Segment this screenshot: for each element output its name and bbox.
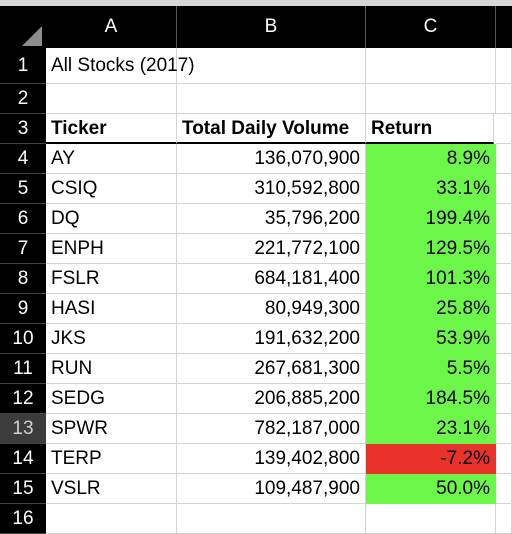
cell-volume[interactable]: 109,487,900	[177, 474, 366, 504]
column-header-b[interactable]: B	[177, 6, 366, 48]
cell-return[interactable]: -7.2%	[366, 444, 496, 474]
cell-d3[interactable]	[496, 114, 512, 144]
row-header-11[interactable]: 11	[0, 354, 46, 384]
select-all-corner[interactable]	[0, 6, 46, 48]
cell-c1[interactable]	[366, 48, 496, 84]
cell-return[interactable]: 5.5%	[366, 354, 496, 384]
row-header-13[interactable]: 13	[0, 414, 46, 444]
cell-d16[interactable]	[496, 504, 512, 534]
cell-ticker[interactable]: VSLR	[46, 474, 177, 504]
cell-volume[interactable]: 221,772,100	[177, 234, 366, 264]
cell-volume[interactable]: 206,885,200	[177, 384, 366, 414]
cell-c2[interactable]	[366, 84, 496, 114]
cell-ticker[interactable]: SEDG	[46, 384, 177, 414]
row-header-5[interactable]: 5	[0, 174, 46, 204]
cell-d7[interactable]	[496, 234, 512, 264]
cell-a2[interactable]	[46, 84, 177, 114]
row-header-9[interactable]: 9	[0, 294, 46, 324]
cell-b1[interactable]	[177, 48, 366, 84]
cell-ticker[interactable]: HASI	[46, 294, 177, 324]
cell-d6[interactable]	[496, 204, 512, 234]
header-ticker[interactable]: Ticker	[46, 114, 177, 144]
row-header-1[interactable]: 1	[0, 48, 46, 84]
cell-return[interactable]: 25.8%	[366, 294, 496, 324]
cell-c16[interactable]	[366, 504, 496, 534]
cell-return[interactable]: 101.3%	[366, 264, 496, 294]
column-header-d[interactable]	[496, 6, 512, 48]
row-header-3[interactable]: 3	[0, 114, 46, 144]
cell-volume[interactable]: 80,949,300	[177, 294, 366, 324]
cell-return[interactable]: 129.5%	[366, 234, 496, 264]
cell-ticker[interactable]: RUN	[46, 354, 177, 384]
cell-ticker[interactable]: SPWR	[46, 414, 177, 444]
cell-volume[interactable]: 782,187,000	[177, 414, 366, 444]
cell-d10[interactable]	[496, 324, 512, 354]
cell-volume[interactable]: 139,402,800	[177, 444, 366, 474]
cell-volume[interactable]: 684,181,400	[177, 264, 366, 294]
row-header-12[interactable]: 12	[0, 384, 46, 414]
cell-d2[interactable]	[496, 84, 512, 114]
cell-d5[interactable]	[496, 174, 512, 204]
cell-d14[interactable]	[496, 444, 512, 474]
window-top-bar	[0, 0, 512, 6]
cell-ticker[interactable]: JKS	[46, 324, 177, 354]
cell-return[interactable]: 23.1%	[366, 414, 496, 444]
cell-ticker[interactable]: FSLR	[46, 264, 177, 294]
cell-ticker[interactable]: TERP	[46, 444, 177, 474]
cell-d11[interactable]	[496, 354, 512, 384]
cell-ticker[interactable]: CSIQ	[46, 174, 177, 204]
row-header-2[interactable]: 2	[0, 84, 46, 114]
header-return[interactable]: Return	[366, 114, 494, 144]
row-header-15[interactable]: 15	[0, 474, 46, 504]
cell-volume[interactable]: 310,592,800	[177, 174, 366, 204]
cell-d9[interactable]	[496, 294, 512, 324]
cell-a16[interactable]	[46, 504, 177, 534]
cell-b16[interactable]	[177, 504, 366, 534]
cell-return[interactable]: 8.9%	[366, 144, 496, 174]
cell-volume[interactable]: 267,681,300	[177, 354, 366, 384]
column-header-c[interactable]: C	[366, 6, 496, 48]
row-header-7[interactable]: 7	[0, 234, 46, 264]
cell-return[interactable]: 53.9%	[366, 324, 496, 354]
row-header-8[interactable]: 8	[0, 264, 46, 294]
cell-d13[interactable]	[496, 414, 512, 444]
cell-volume[interactable]: 191,632,200	[177, 324, 366, 354]
cell-d15[interactable]	[496, 474, 512, 504]
cell-return[interactable]: 50.0%	[366, 474, 496, 504]
sheet-title[interactable]: All Stocks (2017)	[46, 48, 195, 84]
header-total-daily-volume[interactable]: Total Daily Volume	[177, 114, 366, 144]
cell-ticker[interactable]: ENPH	[46, 234, 177, 264]
row-header-14[interactable]: 14	[0, 444, 46, 474]
column-header-a[interactable]: A	[46, 6, 177, 48]
cell-ticker[interactable]: DQ	[46, 204, 177, 234]
cell-d8[interactable]	[496, 264, 512, 294]
row-header-4[interactable]: 4	[0, 144, 46, 174]
cell-d4[interactable]	[496, 144, 512, 174]
cell-d1[interactable]	[496, 48, 512, 84]
row-header-6[interactable]: 6	[0, 204, 46, 234]
cell-return[interactable]: 184.5%	[366, 384, 496, 414]
select-all-triangle-icon	[22, 26, 42, 46]
cell-return[interactable]: 199.4%	[366, 204, 496, 234]
row-header-10[interactable]: 10	[0, 324, 46, 354]
cell-b2[interactable]	[177, 84, 366, 114]
cell-d12[interactable]	[496, 384, 512, 414]
row-header-16[interactable]: 16	[0, 504, 46, 534]
cell-volume[interactable]: 35,796,200	[177, 204, 366, 234]
cell-volume[interactable]: 136,070,900	[177, 144, 366, 174]
cell-return[interactable]: 33.1%	[366, 174, 496, 204]
cell-ticker[interactable]: AY	[46, 144, 177, 174]
